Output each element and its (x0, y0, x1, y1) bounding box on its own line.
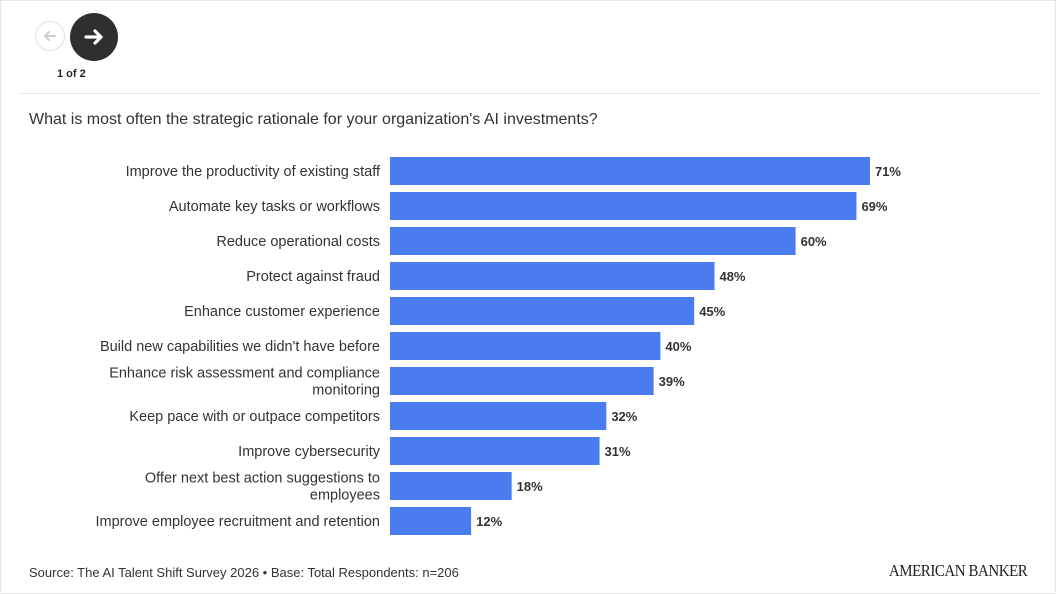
source-note: Source: The AI Talent Shift Survey 2026 … (29, 565, 459, 580)
american-banker-logo: AMERICAN BANKER (888, 561, 1028, 580)
category-label: Enhance risk assessment and compliance mo… (109, 366, 380, 399)
category-label: Keep pace with or outpace competitors (129, 409, 380, 425)
chart-question: What is most often the strategic rationa… (29, 111, 598, 128)
category-label: Improve the productivity of existing sta… (126, 164, 381, 180)
category-label: Reduce operational costs (216, 234, 380, 250)
bar (390, 367, 654, 395)
slide-navigation: 1 of 2 (35, 13, 125, 83)
header-divider (18, 93, 1040, 94)
bar (390, 437, 600, 465)
bar (390, 157, 870, 185)
category-label: Automate key tasks or workflows (169, 199, 380, 215)
bar (390, 297, 695, 325)
bar-value-label: 18% (517, 479, 543, 494)
category-label: Improve cybersecurity (238, 444, 381, 460)
category-label: Enhance customer experience (184, 304, 380, 320)
bar (390, 192, 857, 220)
previous-button[interactable] (35, 21, 65, 51)
category-label: Protect against fraud (246, 269, 380, 285)
bar-value-label: 71% (875, 164, 901, 179)
bar-value-label: 31% (605, 444, 631, 459)
category-label: Offer next best action suggestions to emp… (145, 471, 380, 504)
bar (390, 402, 607, 430)
category-label: Improve employee recruitment and retenti… (95, 514, 380, 530)
bar (390, 507, 472, 535)
bar-value-label: 40% (665, 339, 691, 354)
bar-value-label: 39% (659, 374, 685, 389)
next-button[interactable] (70, 13, 118, 61)
category-label: Build new capabilities we didn't have be… (100, 339, 380, 355)
bar-value-label: 69% (861, 199, 887, 214)
arrow-right-icon (84, 29, 103, 45)
bar-value-label: 32% (611, 409, 637, 424)
bar-value-label: 45% (699, 304, 725, 319)
bar (390, 472, 512, 500)
page-indicator: 1 of 2 (57, 68, 86, 80)
bar-value-label: 48% (719, 269, 745, 284)
bar (390, 227, 796, 255)
arrow-left-icon (44, 31, 56, 41)
bar-value-label: 60% (801, 234, 827, 249)
bar-value-label: 12% (476, 514, 502, 529)
bar (390, 262, 715, 290)
bar (390, 332, 661, 360)
bar-chart: 71% Improve the productivity of existing … (95, 157, 901, 535)
